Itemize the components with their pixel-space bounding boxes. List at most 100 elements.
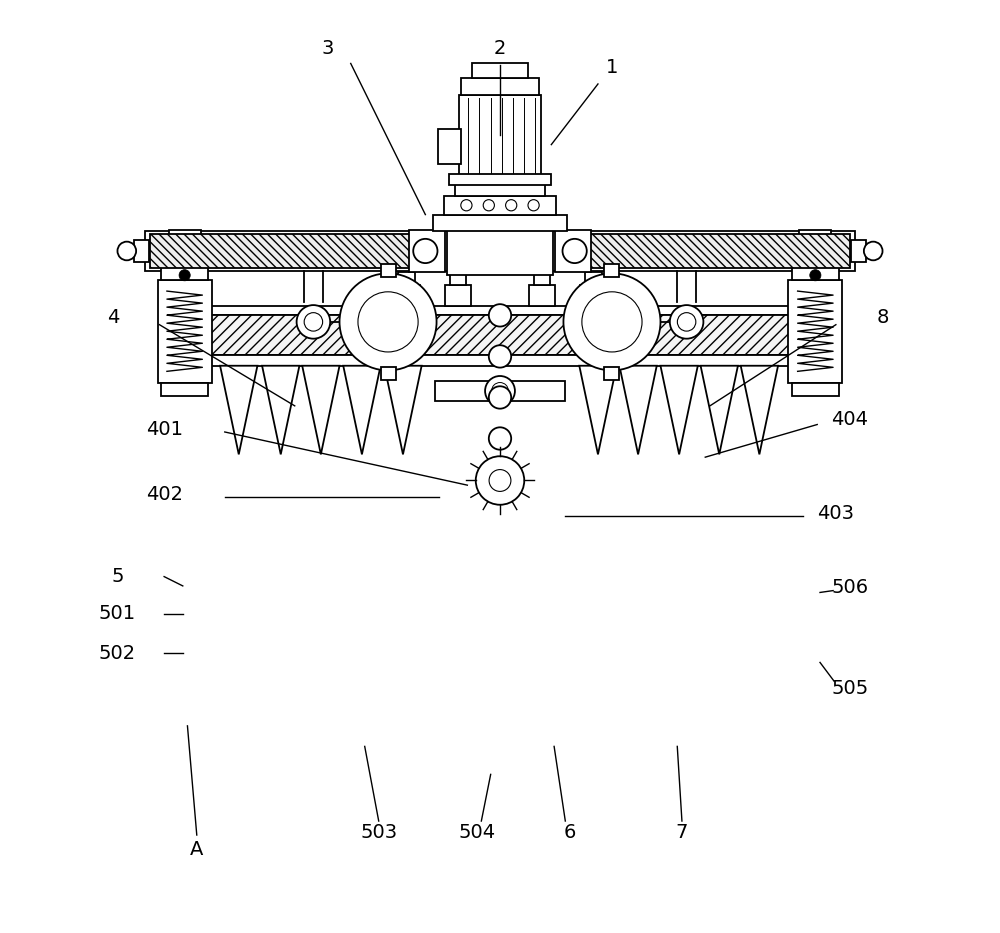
Bar bbox=[165, 243, 204, 259]
Bar bbox=[604, 367, 619, 380]
Bar bbox=[394, 285, 420, 306]
Bar bbox=[451, 271, 549, 272]
Circle shape bbox=[563, 239, 587, 263]
Bar bbox=[433, 215, 567, 231]
Bar bbox=[150, 234, 440, 268]
Text: 502: 502 bbox=[99, 644, 136, 662]
Text: 503: 503 bbox=[360, 823, 397, 842]
Bar bbox=[792, 383, 839, 396]
Circle shape bbox=[476, 456, 524, 505]
Circle shape bbox=[489, 304, 511, 327]
Polygon shape bbox=[384, 366, 422, 454]
Circle shape bbox=[179, 270, 190, 281]
Bar bbox=[455, 175, 545, 196]
Bar bbox=[788, 280, 842, 383]
Bar bbox=[134, 240, 149, 262]
Bar bbox=[447, 227, 553, 275]
Bar bbox=[534, 272, 550, 285]
Text: 501: 501 bbox=[99, 605, 136, 623]
Bar bbox=[472, 63, 528, 78]
Bar bbox=[580, 285, 606, 306]
Bar bbox=[460, 271, 540, 272]
Circle shape bbox=[340, 273, 437, 370]
Polygon shape bbox=[302, 366, 340, 454]
Text: 505: 505 bbox=[831, 679, 868, 698]
Polygon shape bbox=[343, 366, 381, 454]
Circle shape bbox=[358, 292, 418, 352]
Polygon shape bbox=[741, 366, 778, 454]
Polygon shape bbox=[619, 366, 657, 454]
Bar bbox=[438, 129, 461, 164]
Text: 8: 8 bbox=[876, 308, 889, 327]
Circle shape bbox=[489, 345, 511, 368]
Polygon shape bbox=[701, 366, 738, 454]
Bar bbox=[560, 234, 850, 268]
Bar bbox=[185, 306, 815, 315]
Polygon shape bbox=[660, 366, 698, 454]
Bar bbox=[450, 272, 466, 285]
Bar bbox=[461, 78, 539, 95]
Bar bbox=[381, 367, 396, 380]
Text: 1: 1 bbox=[606, 58, 618, 77]
Bar bbox=[792, 259, 839, 280]
Bar bbox=[161, 383, 208, 396]
Bar bbox=[585, 272, 602, 285]
Circle shape bbox=[297, 305, 330, 339]
Bar bbox=[555, 230, 591, 272]
Bar bbox=[604, 264, 619, 277]
Text: 506: 506 bbox=[831, 578, 868, 597]
Text: 7: 7 bbox=[676, 823, 688, 842]
Text: 6: 6 bbox=[564, 823, 576, 842]
Circle shape bbox=[461, 200, 472, 211]
Bar bbox=[158, 280, 212, 383]
Circle shape bbox=[677, 313, 696, 331]
Circle shape bbox=[670, 305, 703, 339]
Bar bbox=[169, 230, 201, 243]
Bar bbox=[435, 381, 565, 401]
Bar bbox=[145, 231, 451, 271]
Bar bbox=[449, 174, 551, 185]
Bar bbox=[398, 272, 415, 285]
Bar bbox=[161, 259, 208, 280]
Text: 3: 3 bbox=[321, 39, 334, 58]
Circle shape bbox=[489, 149, 511, 172]
Text: A: A bbox=[190, 840, 203, 858]
Circle shape bbox=[489, 469, 511, 492]
Bar bbox=[459, 95, 541, 175]
Circle shape bbox=[810, 270, 821, 281]
Circle shape bbox=[506, 200, 517, 211]
Bar bbox=[549, 231, 855, 271]
Bar bbox=[381, 264, 396, 277]
Text: 401: 401 bbox=[146, 420, 183, 439]
Circle shape bbox=[489, 191, 511, 214]
Bar bbox=[185, 315, 815, 355]
Circle shape bbox=[492, 383, 508, 399]
Bar bbox=[529, 285, 555, 306]
Circle shape bbox=[489, 386, 511, 409]
Polygon shape bbox=[579, 366, 617, 454]
Bar bbox=[851, 240, 866, 262]
Circle shape bbox=[864, 242, 883, 260]
Text: 4: 4 bbox=[107, 308, 119, 327]
Text: 5: 5 bbox=[111, 567, 124, 586]
Text: 402: 402 bbox=[146, 485, 183, 504]
Circle shape bbox=[563, 273, 660, 370]
Bar bbox=[445, 285, 471, 306]
Circle shape bbox=[304, 313, 323, 331]
Text: 404: 404 bbox=[831, 411, 868, 429]
Polygon shape bbox=[262, 366, 299, 454]
Bar bbox=[796, 243, 835, 259]
Bar bbox=[185, 355, 815, 366]
Circle shape bbox=[489, 427, 511, 450]
Circle shape bbox=[117, 242, 136, 260]
Bar bbox=[444, 196, 556, 215]
Bar bbox=[799, 230, 831, 243]
Polygon shape bbox=[220, 366, 257, 454]
Text: 403: 403 bbox=[817, 504, 854, 522]
Circle shape bbox=[483, 200, 494, 211]
Circle shape bbox=[528, 200, 539, 211]
Circle shape bbox=[413, 239, 437, 263]
Circle shape bbox=[582, 292, 642, 352]
Text: 2: 2 bbox=[494, 39, 506, 58]
Text: 504: 504 bbox=[458, 823, 495, 842]
